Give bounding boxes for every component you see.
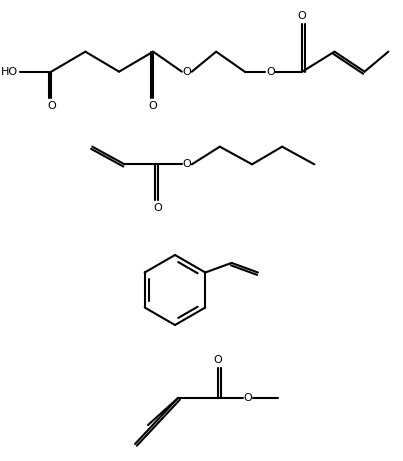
Text: O: O xyxy=(266,67,275,77)
Text: O: O xyxy=(183,160,191,169)
Text: O: O xyxy=(244,393,252,403)
Text: HO: HO xyxy=(1,67,18,77)
Text: O: O xyxy=(298,11,307,21)
Text: O: O xyxy=(153,203,162,213)
Text: O: O xyxy=(183,67,191,77)
Text: O: O xyxy=(214,355,222,365)
Text: O: O xyxy=(149,101,158,112)
Text: O: O xyxy=(47,101,56,112)
